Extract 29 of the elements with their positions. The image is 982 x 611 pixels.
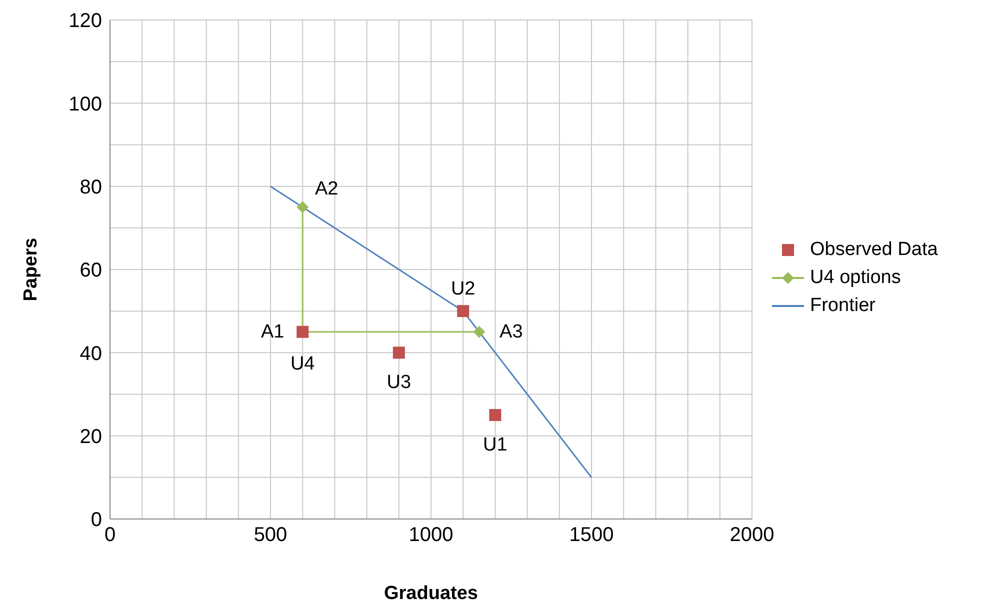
point bbox=[473, 326, 486, 338]
y-tick-label: 100 bbox=[68, 93, 102, 116]
x-axis-title: Graduates bbox=[384, 583, 478, 604]
x-tick-label: 1500 bbox=[569, 524, 614, 546]
annotation: A2 bbox=[314, 178, 338, 200]
x-tick-label: 500 bbox=[254, 524, 288, 546]
point bbox=[392, 346, 405, 359]
legend-label: Frontier bbox=[810, 295, 876, 317]
x-tick-label: 0 bbox=[104, 524, 116, 546]
y-tick-label: 60 bbox=[80, 260, 102, 282]
annotation: U2 bbox=[450, 278, 476, 300]
annotation: U4 bbox=[290, 353, 316, 374]
point bbox=[489, 409, 502, 422]
y-tick-label: 0 bbox=[90, 509, 102, 532]
y-tick-label: 40 bbox=[80, 342, 102, 365]
y-axis-title: Papers bbox=[20, 238, 42, 302]
legend-label: U4 options bbox=[810, 267, 901, 289]
y-tick-label: 20 bbox=[80, 426, 102, 448]
point bbox=[457, 305, 470, 318]
x-tick-label: 2000 bbox=[730, 524, 774, 546]
x-tick-label: 1000 bbox=[408, 524, 454, 546]
annotation: A1 bbox=[260, 321, 284, 342]
annotation: U3 bbox=[386, 372, 412, 394]
y-tick-label: 120 bbox=[68, 10, 102, 32]
annotation: U1 bbox=[483, 434, 508, 456]
y-tick-label: 80 bbox=[80, 176, 102, 198]
legend-label: Observed Data bbox=[810, 239, 938, 261]
point bbox=[296, 201, 309, 214]
annotation: A3 bbox=[500, 321, 523, 342]
